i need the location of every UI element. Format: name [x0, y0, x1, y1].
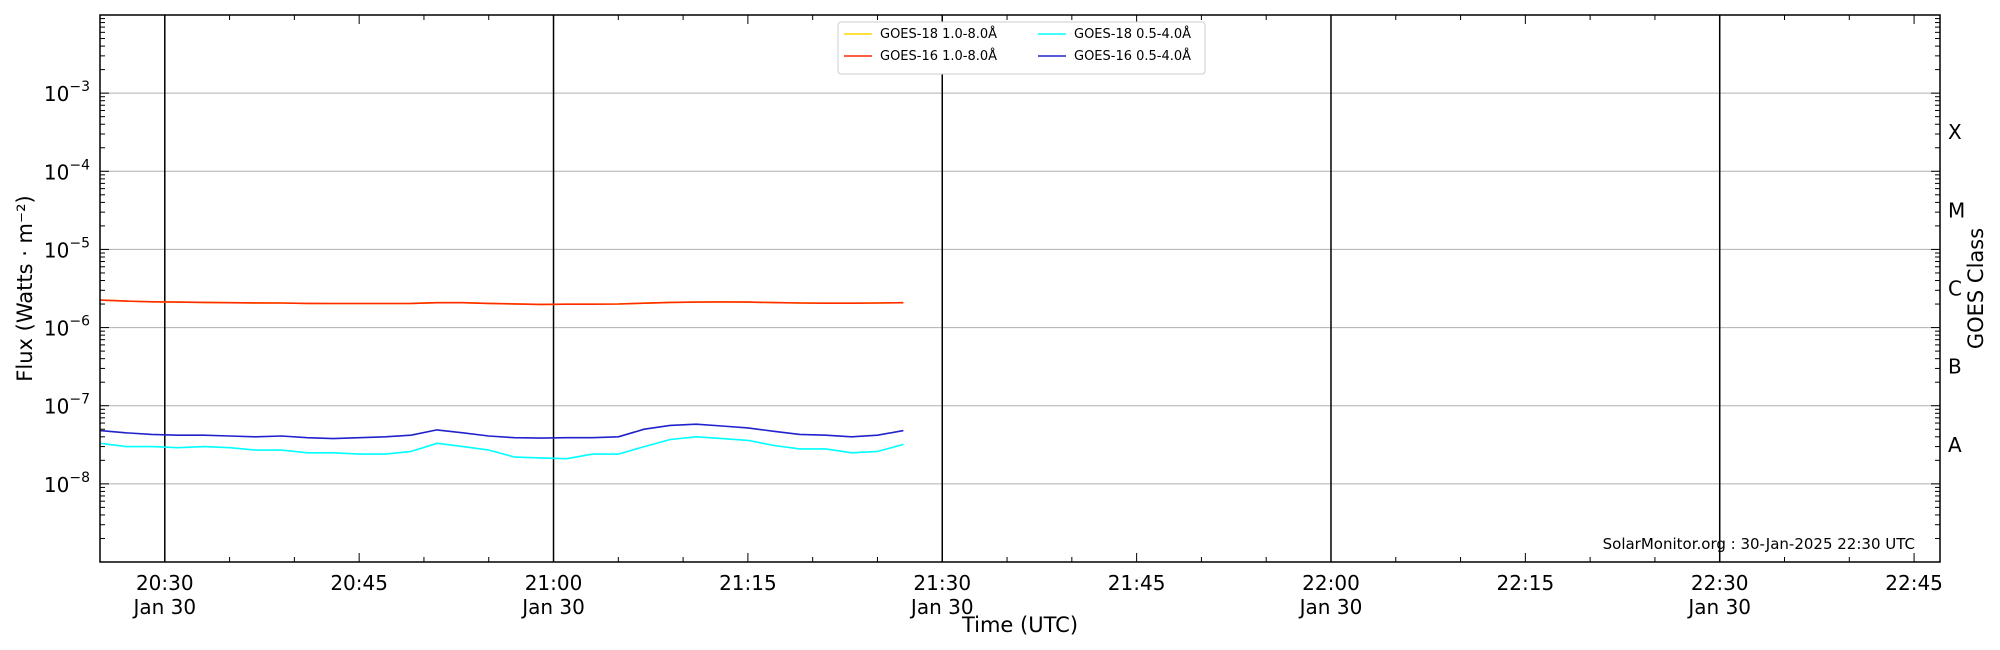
legend-box [837, 21, 1206, 75]
x-tick-date-label: Jan 30 [1298, 595, 1363, 619]
x-tick-label: 21:30 [913, 571, 971, 595]
x-tick-label: 21:00 [525, 571, 583, 595]
y-tick-labels: 10−810−710−610−510−410−3 [44, 79, 90, 497]
y-tick-base: 10 [44, 473, 69, 497]
y-tick-base: 10 [44, 317, 69, 341]
goes-class-label: A [1948, 433, 1962, 457]
series-line [99, 423, 904, 440]
goes-class-label: M [1948, 198, 1965, 222]
y-tick-base: 10 [44, 395, 69, 419]
x-axis-title: Time (UTC) [961, 613, 1078, 637]
legend: GOES-18 1.0-8.0Å GOES-16 1.0-8.0Å GOES-18 … [837, 21, 1206, 75]
x-tick-date-label: Jan 30 [909, 595, 974, 619]
x-tick-date-label: Jan 30 [1686, 595, 1751, 619]
legend-label: GOES-16 1.0-8.0Å [880, 48, 997, 64]
legend-label: GOES-16 0.5-4.0Å [1074, 48, 1191, 64]
x-tick-label: 21:45 [1108, 571, 1166, 595]
y-tick-label: 10−3 [44, 79, 90, 106]
y-tick-exponent: −7 [69, 392, 90, 408]
x-tick-date-label: Jan 30 [131, 595, 196, 619]
y-tick-label: 10−5 [44, 235, 90, 262]
y-tick-exponent: −8 [69, 470, 90, 486]
y-tick-exponent: −5 [69, 235, 90, 251]
y-tick-base: 10 [44, 160, 69, 184]
goes-class-label: C [1948, 277, 1962, 301]
goes-class-labels: A B C M X [1948, 120, 1965, 457]
y-tick-label: 10−6 [44, 314, 90, 341]
credit-annotation: SolarMonitor.org : 30-Jan-2025 22:30 UTC [1603, 535, 1915, 553]
legend-label: GOES-18 0.5-4.0Å [1074, 26, 1191, 42]
goes-class-label: B [1948, 355, 1962, 379]
legend-label: GOES-18 1.0-8.0Å [880, 26, 997, 42]
series-lines [99, 299, 904, 460]
y-axis-title: Flux (Watts · m⁻²) [13, 195, 37, 381]
x-tick-label: 22:15 [1497, 571, 1555, 595]
x-tick-label: 22:45 [1885, 571, 1943, 595]
goes-class-label: X [1948, 120, 1962, 144]
series-line [99, 435, 904, 460]
y-tick-base: 10 [44, 82, 69, 106]
y-tick-base: 10 [44, 238, 69, 262]
grid-lines [100, 92, 1940, 485]
x-tick-label: 20:30 [136, 571, 194, 595]
y-tick-label: 10−4 [44, 157, 90, 184]
y-tick-label: 10−7 [44, 392, 90, 419]
y-tick-label: 10−8 [44, 470, 90, 497]
y-tick-exponent: −4 [69, 157, 90, 173]
x-tick-date-label: Jan 30 [520, 595, 585, 619]
minor-ticks [99, 15, 1940, 563]
time-marker-lines [164, 15, 1721, 562]
right-axis-title: GOES Class [1964, 228, 1988, 349]
series-line [99, 299, 904, 306]
x-tick-label: 20:45 [330, 571, 388, 595]
y-tick-exponent: −6 [69, 314, 90, 330]
x-tick-label: 22:30 [1691, 571, 1749, 595]
x-tick-label: 22:00 [1302, 571, 1360, 595]
x-tick-label: 21:15 [719, 571, 777, 595]
plot-frame [99, 14, 1941, 563]
y-tick-exponent: −3 [69, 79, 90, 95]
